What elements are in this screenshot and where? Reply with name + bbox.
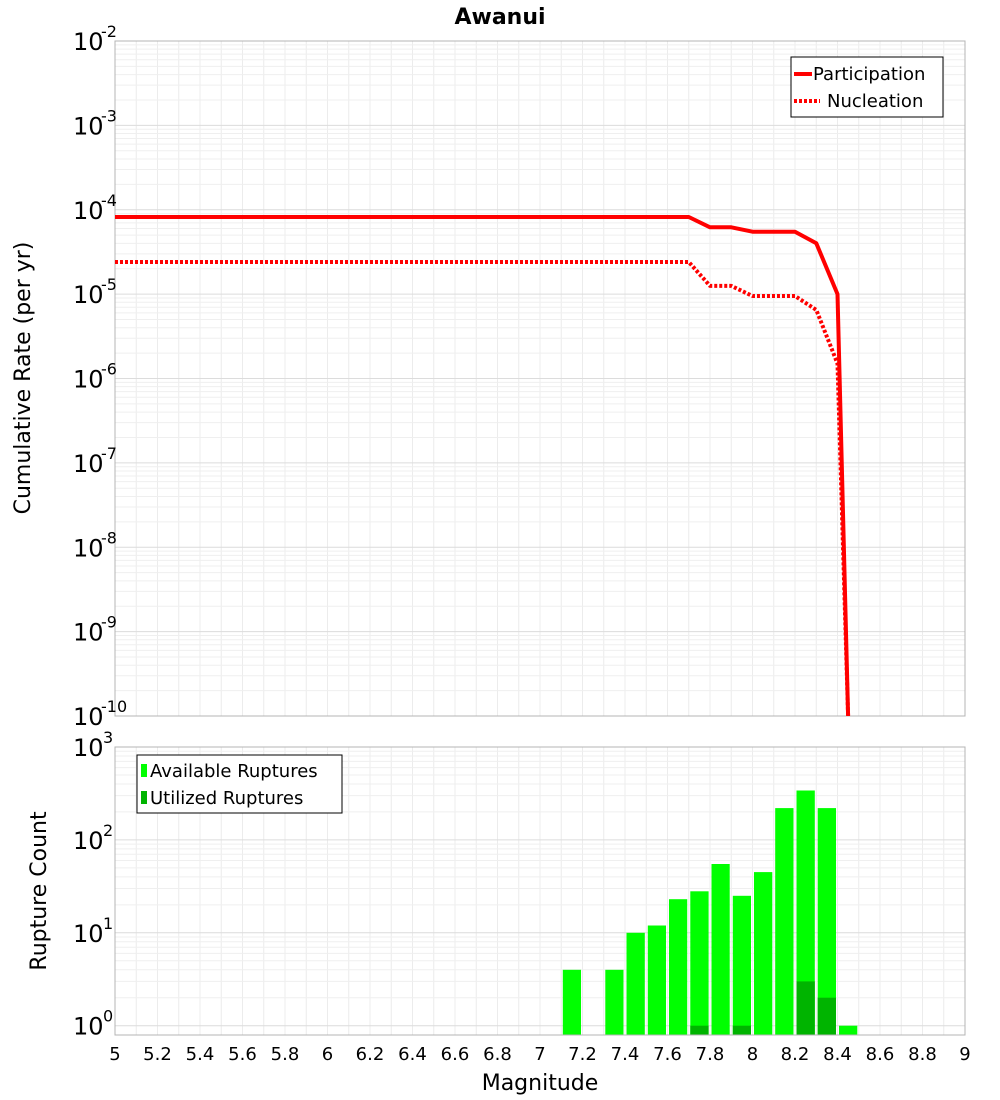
top-y-tick-label: 10: [73, 703, 104, 731]
x-tick-label: 6: [322, 1044, 333, 1065]
top-y-tick-label: 10: [73, 112, 104, 140]
x-tick-label: 6.2: [356, 1044, 385, 1065]
x-tick-label: 8.2: [781, 1044, 810, 1065]
available-rupture-bar: [605, 969, 624, 1035]
available-rupture-bar: [754, 872, 773, 1035]
utilized-rupture-bar: [796, 981, 815, 1035]
x-tick-label: 6.8: [483, 1044, 512, 1065]
x-tick-label: 5.4: [186, 1044, 215, 1065]
available-rupture-bar: [732, 895, 751, 1035]
top-y-tick-exponent: -8: [101, 528, 117, 547]
x-tick-label: 7.2: [568, 1044, 597, 1065]
rupture-bars: [562, 790, 858, 1035]
top-y-tick-label: 10: [73, 534, 104, 562]
top-y-tick-label: 10: [73, 619, 104, 647]
top-y-tick-exponent: -5: [101, 275, 117, 294]
available-rupture-bar: [711, 864, 730, 1035]
top-y-tick-exponent: -6: [101, 360, 117, 379]
bottom-legend: Available Ruptures Utilized Ruptures: [136, 754, 343, 814]
x-tick-label: 5.6: [228, 1044, 257, 1065]
top-y-tick-label: 10: [73, 197, 104, 225]
top-plot-frame: [114, 40, 966, 717]
top-y-tick-exponent: -9: [101, 613, 117, 632]
bottom-y-tick-label: 10: [73, 1013, 104, 1041]
bottom-y-tick-label: 10: [73, 827, 104, 855]
utilized-rupture-bar: [817, 997, 836, 1035]
rate-series: [115, 215, 851, 717]
bottom-y-tick-exponent: 3: [103, 728, 113, 747]
bottom-plot-frame: [114, 746, 966, 1036]
bottom-y-tick-label: 10: [73, 920, 104, 948]
top-grid: [114, 41, 966, 717]
x-tick-label: 7.6: [653, 1044, 682, 1065]
x-tick-label: 5.2: [143, 1044, 172, 1065]
legend-available-swatch: [141, 764, 147, 777]
available-rupture-bar: [626, 932, 645, 1035]
top-y-tick-exponent: -3: [101, 106, 117, 125]
available-rupture-bar: [817, 808, 836, 1035]
bottom-y-tick-exponent: 0: [103, 1007, 113, 1026]
top-legend-box: [790, 56, 944, 118]
x-tick-label: 8: [747, 1044, 758, 1065]
utilized-rupture-bar: [732, 1025, 751, 1035]
available-rupture-bar: [796, 790, 815, 1035]
series-line-nucleation: [115, 260, 851, 717]
legend-utilized-label: Utilized Ruptures: [150, 788, 303, 809]
x-tick-label: 9: [959, 1044, 970, 1065]
bottom-y-tick-label: 10: [73, 734, 104, 762]
x-tick-label: 7: [534, 1044, 545, 1065]
top-y-tick-exponent: -10: [101, 697, 127, 716]
legend-nucleation-label: Nucleation: [827, 91, 923, 112]
available-rupture-bar: [562, 969, 581, 1035]
x-tick-label: 5: [109, 1044, 120, 1065]
legend-available-label: Available Ruptures: [150, 761, 318, 782]
chart-title: Awanui: [454, 5, 545, 30]
top-y-tick-exponent: -2: [101, 22, 117, 41]
cumulative-rate-panel: 10-210-310-410-510-610-710-810-910-10 Cu…: [11, 22, 966, 731]
x-tick-label: 6.4: [398, 1044, 427, 1065]
x-tick-labels: 5 5.2 5.4 5.6 5.8 6 6.2 6.4 6.6 6.8 7 7.2 7.4 7.6 7.8 8…: [109, 1044, 970, 1065]
legend-participation-label: Participation: [813, 64, 925, 85]
bottom-y-axis-label: Rupture Count: [27, 811, 52, 971]
utilized-rupture-bar: [690, 1025, 709, 1035]
top-y-tick-label: 10: [73, 281, 104, 309]
x-tick-label: 8.6: [866, 1044, 895, 1065]
x-tick-label: 8.8: [908, 1044, 937, 1065]
top-y-ticks: 10-210-310-410-510-610-710-810-910-10: [73, 22, 127, 731]
available-rupture-bar: [775, 808, 794, 1035]
x-axis-label: Magnitude: [482, 1071, 599, 1096]
top-y-axis-label: Cumulative Rate (per yr): [11, 242, 36, 515]
available-rupture-bar: [669, 899, 688, 1035]
top-y-tick-exponent: -7: [101, 444, 117, 463]
available-rupture-bar: [647, 925, 666, 1035]
top-y-tick-label: 10: [73, 366, 104, 394]
available-rupture-bar: [690, 891, 709, 1035]
legend-utilized-swatch: [141, 791, 147, 804]
top-y-tick-label: 10: [73, 28, 104, 56]
series-line-participation: [115, 215, 851, 717]
x-tick-label: 7.8: [696, 1044, 725, 1065]
top-legend: Participation Nucleation: [790, 56, 944, 118]
x-tick-label: 6.6: [441, 1044, 470, 1065]
bottom-legend-box: [136, 754, 343, 814]
x-tick-label: 5.8: [271, 1044, 300, 1065]
top-y-tick-exponent: -4: [101, 191, 117, 210]
x-tick-label: 7.4: [611, 1044, 640, 1065]
bottom-y-tick-exponent: 1: [103, 914, 113, 933]
bottom-y-tick-exponent: 2: [103, 821, 113, 840]
top-y-tick-label: 10: [73, 450, 104, 478]
x-tick-label: 8.4: [823, 1044, 852, 1065]
available-rupture-bar: [839, 1025, 858, 1035]
